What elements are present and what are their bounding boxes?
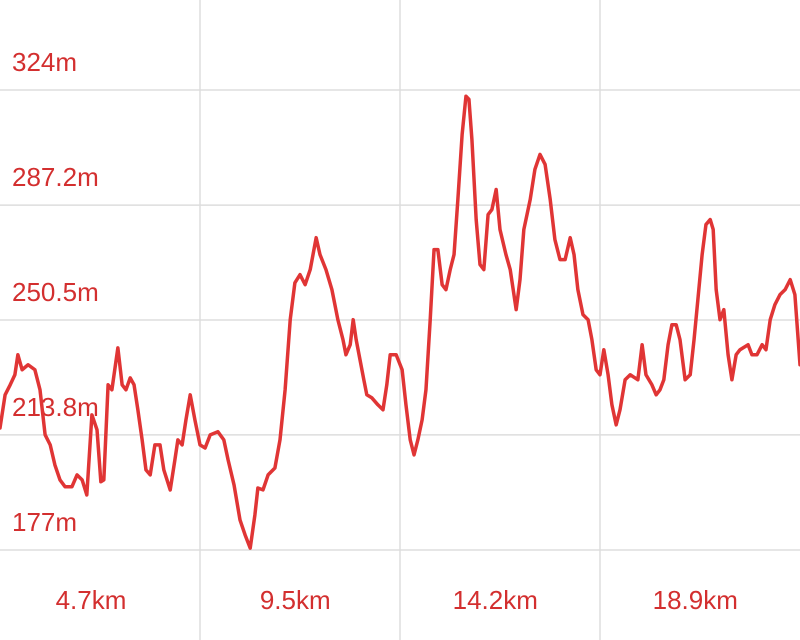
y-tick-label: 287.2m	[12, 162, 99, 192]
x-tick-label: 14.2km	[453, 585, 538, 615]
y-tick-label: 324m	[12, 47, 77, 77]
x-tick-label: 9.5km	[260, 585, 331, 615]
x-tick-label: 4.7km	[56, 585, 127, 615]
elevation-line	[0, 94, 800, 550]
y-tick-label: 177m	[12, 507, 77, 537]
y-tick-label: 250.5m	[12, 277, 99, 307]
y-tick-label: 213.8m	[12, 392, 99, 422]
x-tick-label: 18.9km	[653, 585, 738, 615]
